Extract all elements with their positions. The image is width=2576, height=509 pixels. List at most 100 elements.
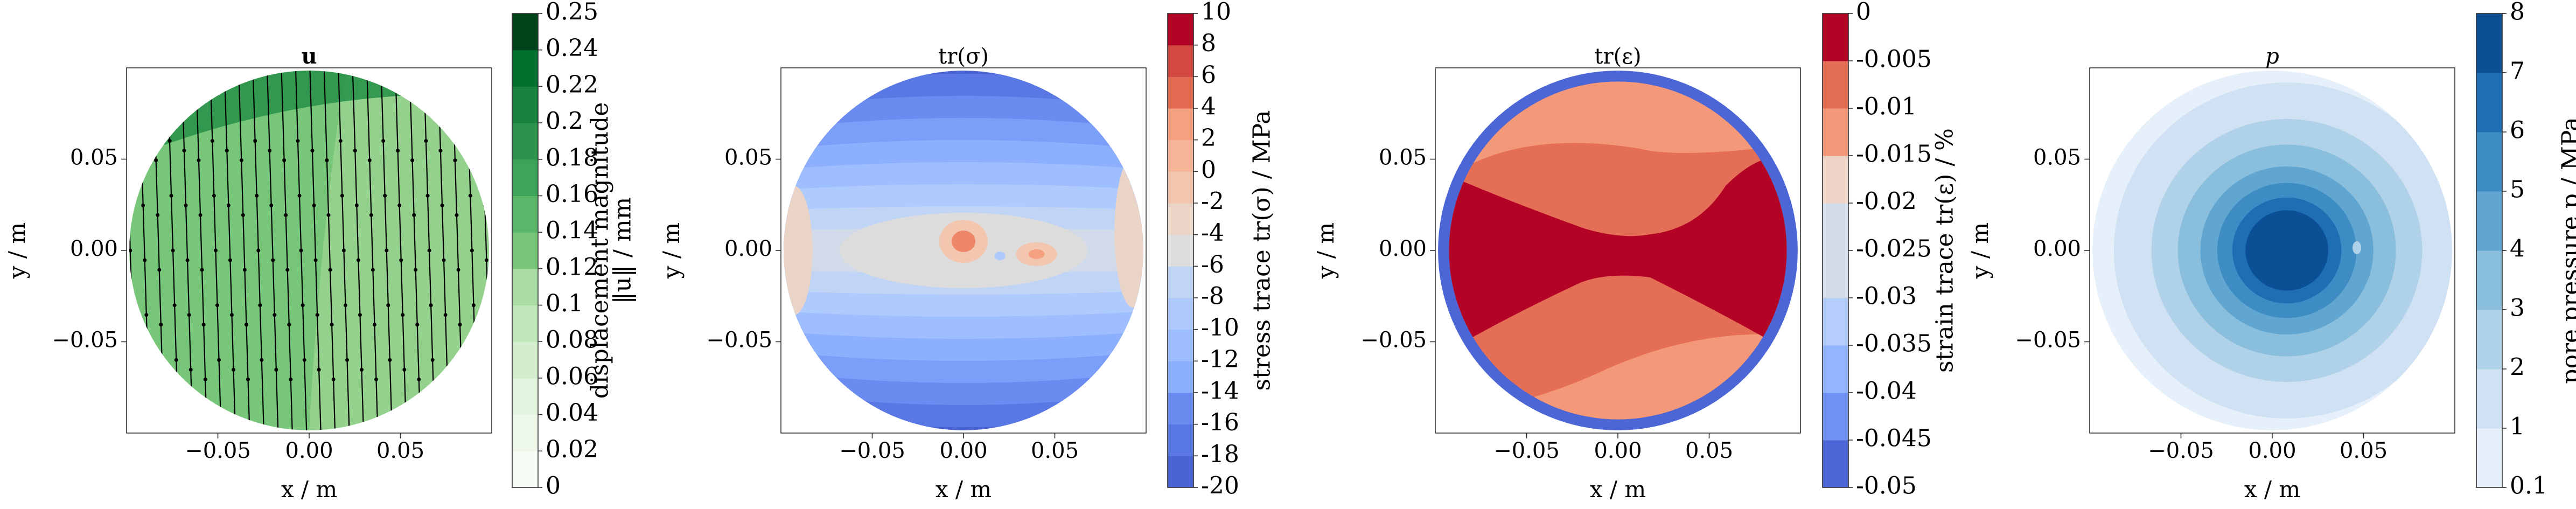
colorbar-tick-label: -0.025 — [1856, 235, 1932, 263]
colorbar-swatch — [512, 341, 538, 379]
colorbar-swatch — [1168, 361, 1193, 393]
quiver-head — [473, 358, 477, 362]
plot-area — [784, 71, 1143, 430]
colorbar-swatch — [2476, 132, 2502, 192]
colorbar-swatch — [512, 378, 538, 415]
colorbar: -0.05 -0.045 -0.04 -0.035 -0.03 -0.025 -0.02 -0… — [1822, 0, 1959, 500]
x-axis-label: x / m — [281, 476, 337, 503]
quiver-head — [154, 158, 158, 163]
quiver-head — [226, 203, 231, 207]
quiver-head — [371, 268, 375, 272]
quiver-head — [299, 248, 303, 253]
quiver-head — [415, 323, 420, 327]
x-tick-label: 0.00 — [285, 438, 333, 463]
colorbar-tick-label: -0.005 — [1856, 46, 1932, 73]
quiver-head — [356, 258, 360, 262]
quiver-head — [146, 367, 150, 372]
quiver-head — [388, 358, 392, 362]
colorbar: 0.1 1 2 3 4 5 6 7 8 pore pressure p / MPa — [2476, 0, 2576, 500]
y-tick-label: 0.05 — [1379, 145, 1427, 170]
colorbar-tick-label: -18 — [1201, 441, 1239, 468]
colorbar-swatch — [512, 159, 538, 196]
colorbar-swatch — [1168, 171, 1193, 204]
colorbar: 0 0.02 0.04 0.06 0.08 0.1 0.12 0.14 0.16 0.18 0.2 0… — [512, 0, 637, 500]
x-tick-label: 0.05 — [1031, 438, 1079, 463]
quiver-head — [453, 158, 457, 163]
panel-1: −0.05 0.00 0.05 0.05 0.00 −0.05 x / m y / m u 0 0.… — [4, 0, 637, 503]
quiver-arrow — [323, 71, 336, 430]
quiver-head — [157, 268, 162, 272]
quiver-head — [343, 303, 347, 308]
quiver-head — [274, 367, 278, 372]
colorbar-swatch — [1168, 329, 1193, 361]
quiver-arrow — [181, 71, 193, 430]
colorbar-swatch — [1168, 266, 1193, 298]
quiver-head — [317, 367, 321, 372]
colorbar-swatch — [2476, 310, 2502, 369]
colorbar-swatch — [1168, 45, 1193, 77]
colorbar-tick-label: 0.1 — [546, 290, 583, 317]
stress-hotspot — [952, 231, 975, 253]
quiver-arrow — [238, 71, 250, 430]
y-tick-label: 0.05 — [2033, 145, 2081, 170]
quiver-head — [212, 193, 216, 198]
colorbar-tick-label: -10 — [1201, 314, 1239, 341]
colorbar-swatch — [512, 50, 538, 87]
quiver-head — [273, 313, 277, 317]
plot-area — [2092, 71, 2452, 430]
colorbar-tick-label: -0.045 — [1856, 425, 1932, 452]
quiver-head — [229, 313, 234, 317]
quiver-head — [141, 203, 145, 207]
colorbar-swatch — [1823, 203, 1848, 251]
colorbar-tick-label: 0.02 — [546, 436, 598, 463]
quiver-head — [185, 258, 190, 262]
quiver-head — [203, 377, 207, 381]
colorbar-tick-label: 4 — [1201, 93, 1216, 121]
quiver-head — [201, 323, 206, 327]
quiver-head — [258, 303, 262, 308]
colorbar-label: stress trace tr(σ) / MPa — [1248, 110, 1276, 391]
colorbar-swatch — [2476, 73, 2502, 133]
quiver-head — [412, 213, 416, 217]
quiver-head — [484, 258, 488, 262]
quiver-head — [244, 323, 248, 327]
colorbar-swatch — [512, 414, 538, 451]
quiver-head — [414, 268, 418, 272]
y-axis-label: y / m — [1967, 222, 1993, 279]
strain-region — [1449, 157, 1787, 358]
colorbar-swatch — [1823, 108, 1848, 156]
quiver-arrow — [281, 71, 293, 430]
y-tick-label: −0.05 — [52, 328, 118, 353]
y-axis-label: y / m — [1313, 222, 1339, 279]
y-tick-label: −0.05 — [706, 328, 772, 353]
quiver-head — [338, 139, 343, 143]
quiver-head — [359, 367, 364, 372]
x-axis-label: x / m — [2244, 476, 2300, 503]
colorbar-tick-label: -12 — [1201, 346, 1239, 373]
colorbar-tick-label: -2 — [1201, 188, 1224, 215]
colorbar-frame — [1167, 13, 1194, 488]
quiver-head — [425, 193, 430, 198]
quiver-head — [130, 303, 134, 308]
colorbar-swatch — [1168, 393, 1193, 425]
quiver-head — [358, 313, 362, 317]
colorbar-tick-label: -0.03 — [1856, 283, 1917, 310]
quiver-head — [215, 303, 219, 308]
colorbar-swatch — [2476, 369, 2502, 429]
colorbar-tick-label: -6 — [1201, 251, 1224, 278]
y-tick-label: 0.00 — [2033, 236, 2081, 261]
quiver-head — [210, 139, 214, 143]
colorbar-swatch — [1168, 234, 1193, 267]
colorbar-tick-label: 7 — [2510, 58, 2525, 85]
x-axis-label: x / m — [936, 476, 992, 503]
quiver-head — [372, 323, 376, 327]
panel-title: p — [2265, 44, 2279, 69]
quiver-head — [232, 367, 236, 372]
colorbar-tick-label: -14 — [1201, 378, 1239, 405]
quiver-head — [301, 303, 305, 308]
quiver-head — [468, 193, 472, 198]
colorbar-tick-label: 0 — [1201, 156, 1216, 184]
quiver-arrow — [394, 71, 407, 430]
quiver-head — [269, 203, 274, 207]
quiver-head — [369, 213, 373, 217]
